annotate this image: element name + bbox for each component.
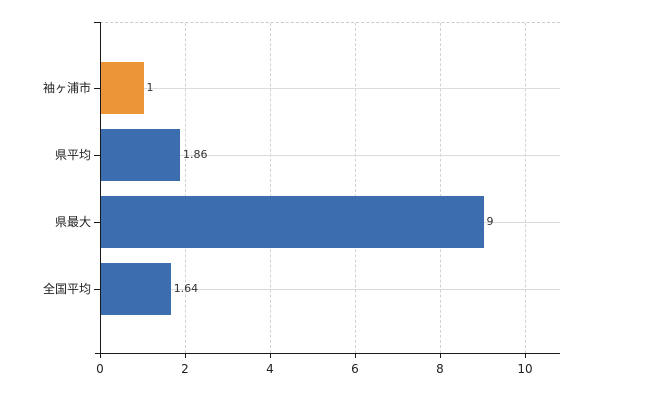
- plot-top-border: [100, 22, 560, 23]
- vertical-gridline: [440, 23, 441, 353]
- bar: [101, 129, 181, 181]
- y-axis-tick: [94, 88, 100, 89]
- bar: [101, 196, 484, 248]
- bar-value-label: 1: [146, 81, 154, 94]
- vertical-gridline: [355, 23, 356, 353]
- y-axis: [100, 22, 101, 353]
- x-axis-tick: [440, 354, 441, 358]
- bar-value-label: 1.86: [183, 148, 208, 161]
- horizontal-gridline: [101, 289, 560, 290]
- x-axis-tick: [270, 354, 271, 358]
- category-label: 袖ヶ浦市: [42, 81, 91, 95]
- bar-value-label: 1.64: [173, 282, 199, 295]
- x-axis-tick: [355, 354, 356, 358]
- x-axis-tick-label: 10: [517, 362, 533, 376]
- category-label: 県平均: [54, 148, 91, 162]
- y-axis-tick: [94, 289, 100, 290]
- x-axis-tick: [100, 354, 101, 358]
- y-axis-tick: [94, 155, 100, 156]
- x-axis-tick: [525, 354, 526, 358]
- vertical-gridline: [525, 23, 526, 353]
- horizontal-gridline: [101, 155, 560, 156]
- category-label: 県最大: [54, 215, 91, 229]
- bar: [101, 62, 144, 114]
- x-axis-tick-label: 6: [351, 362, 359, 376]
- x-axis-tick-label: 4: [266, 362, 274, 376]
- horizontal-gridline: [101, 88, 560, 89]
- x-axis-tick-label: 8: [436, 362, 444, 376]
- y-axis-top-tick: [94, 22, 100, 23]
- bar-value-label: 9: [486, 215, 494, 228]
- category-label: 全国平均: [42, 282, 91, 296]
- vertical-gridline: [185, 23, 186, 353]
- bar: [101, 263, 171, 315]
- x-axis: [95, 353, 560, 354]
- x-axis-tick-label: 2: [181, 362, 189, 376]
- vertical-gridline: [270, 23, 271, 353]
- x-axis-tick-label: 0: [96, 362, 104, 376]
- y-axis-tick: [94, 222, 100, 223]
- x-axis-tick: [185, 354, 186, 358]
